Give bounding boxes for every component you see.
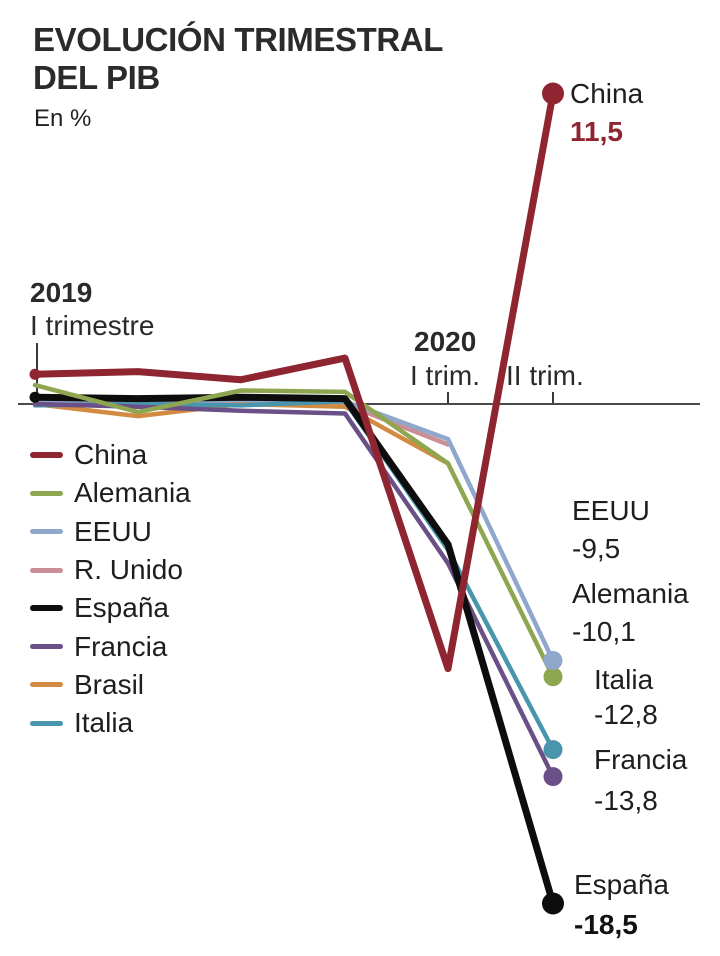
legend-item-r-unido: R. Unido bbox=[30, 551, 191, 589]
axis-year-2020: 2020 bbox=[414, 326, 477, 357]
legend-item-china: China bbox=[30, 436, 191, 474]
series-endpoint-italia bbox=[543, 740, 563, 760]
legend-item-espana: España bbox=[30, 589, 191, 627]
end-label-country-espana: España bbox=[574, 869, 669, 900]
series-line-china bbox=[31, 90, 557, 673]
series-endpoint-china bbox=[542, 82, 564, 105]
series-startpoint-china bbox=[29, 368, 41, 380]
legend-label-francia: Francia bbox=[74, 630, 168, 662]
legend-swatch-eeuu bbox=[30, 529, 63, 535]
series-endpoint-eeuu bbox=[543, 651, 563, 670]
legend-label-china: China bbox=[74, 439, 148, 471]
end-label-country-alemania: Alemania bbox=[572, 578, 689, 609]
legend-swatch-espana bbox=[30, 605, 63, 612]
legend-label-italia: Italia bbox=[74, 707, 134, 739]
legend-item-francia: Francia bbox=[30, 627, 191, 665]
legend-item-alemania: Alemania bbox=[30, 474, 191, 512]
series-endpoint-espana bbox=[542, 892, 564, 915]
series-line-espana bbox=[31, 393, 557, 907]
end-label-value-alemania: -10,1 bbox=[572, 616, 636, 647]
end-label-value-espana: -18,5 bbox=[574, 909, 638, 940]
legend-swatch-alemania bbox=[30, 490, 63, 496]
series-endpoint-alemania bbox=[543, 667, 563, 687]
page-title-line2: DEL PIB bbox=[33, 59, 160, 96]
end-label-country-eeuu: EEUU bbox=[572, 495, 650, 526]
legend-label-espana: España bbox=[74, 592, 169, 624]
legend-label-r-unido: R. Unido bbox=[74, 554, 183, 586]
end-label-country-francia: Francia bbox=[594, 744, 688, 775]
axis-year-2019: 2019 bbox=[30, 277, 93, 308]
axis-quarter-2020-q2: II trim. bbox=[506, 360, 584, 391]
legend-swatch-china bbox=[30, 452, 63, 459]
legend-label-eeuu: EEUU bbox=[74, 515, 152, 547]
series-startpoint-espana bbox=[29, 391, 41, 403]
legend-swatch-brasil bbox=[30, 682, 63, 688]
end-label-country-china: China bbox=[570, 78, 644, 109]
legend-swatch-francia bbox=[30, 644, 63, 650]
legend-label-brasil: Brasil bbox=[74, 668, 145, 700]
legend-swatch-italia bbox=[30, 720, 63, 726]
series-endpoint-francia bbox=[543, 767, 563, 787]
legend-item-eeuu: EEUU bbox=[30, 513, 191, 551]
legend-item-brasil: Brasil bbox=[30, 666, 191, 704]
legend: China Alemania EEUU R. Unido España Francia Br… bbox=[30, 436, 191, 742]
legend-item-italia: Italia bbox=[30, 704, 191, 742]
series-line-alemania bbox=[32, 382, 556, 679]
end-label-value-china: 11,5 bbox=[570, 116, 623, 147]
end-label-value-eeuu: -9,5 bbox=[572, 533, 621, 564]
page-title-line1: EVOLUCIÓN TRIMESTRAL bbox=[33, 21, 443, 58]
end-label-country-italia: Italia bbox=[594, 664, 654, 695]
chart-unit-subtitle: En % bbox=[34, 105, 92, 132]
legend-swatch-r-unido bbox=[30, 567, 63, 573]
axis-quarter-2020-q1: I trim. bbox=[410, 360, 480, 391]
end-label-value-italia: -12,8 bbox=[594, 699, 658, 730]
axis-quarter-2019-q1: I trimestre bbox=[30, 310, 155, 341]
legend-label-alemania: Alemania bbox=[74, 477, 191, 509]
end-label-value-francia: -13,8 bbox=[594, 785, 658, 816]
